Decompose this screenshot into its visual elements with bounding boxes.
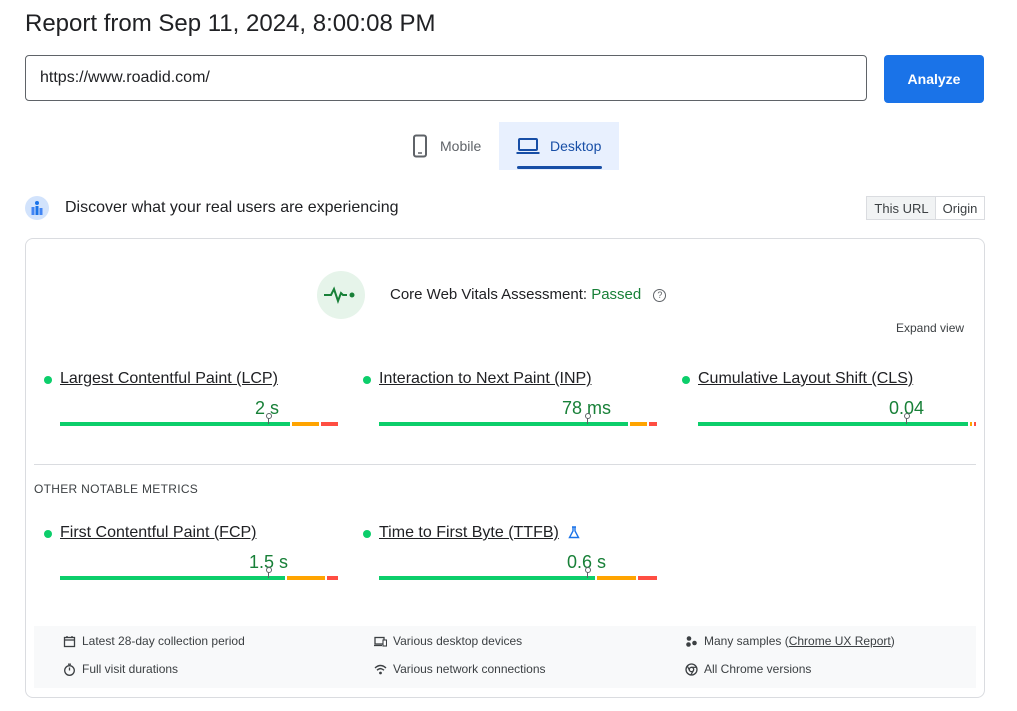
metric-name-link[interactable]: Interaction to Next Paint (INP) (379, 370, 592, 387)
crux-card (25, 238, 985, 698)
distribution-bar (379, 567, 657, 580)
metric-value: 0.04 (889, 398, 925, 418)
wifi-icon (374, 664, 387, 674)
metric-value: 2 s (255, 398, 280, 418)
footer-network: Various network connections (374, 662, 546, 676)
status-dot (44, 530, 52, 538)
percentile-marker (584, 567, 591, 578)
metric-value: 0.6 s (567, 552, 607, 572)
other-metrics-heading: OTHER NOTABLE METRICS (34, 482, 199, 496)
segment-needs-improvement (969, 422, 973, 426)
cwv-assessment-label: Core Web Vitals Assessment: (390, 286, 588, 303)
expand-view-button[interactable]: Expand view (896, 321, 965, 335)
tab-label: Desktop (550, 138, 602, 154)
segment-needs-improvement (630, 422, 647, 426)
footer-text: All Chrome versions (704, 662, 812, 676)
metric-name-text: Time to First Byte (TTFB) (379, 524, 559, 541)
metric-cls: Cumulative Layout Shift (CLS) 0.04 (682, 370, 976, 440)
scope-this-url-button[interactable]: This URL (866, 196, 936, 220)
percentile-marker (265, 413, 272, 424)
metric-ttfb: Time to First Byte (TTFB) 0.6 s (363, 524, 657, 594)
phone-icon (413, 134, 427, 158)
metric-name-link[interactable]: Cumulative Layout Shift (CLS) (698, 370, 914, 387)
status-dot (363, 530, 371, 538)
crux-heading: Discover what your real users are experi… (65, 199, 399, 216)
crux-footer (34, 626, 976, 688)
tab-label: Mobile (440, 138, 482, 154)
segment-poor (648, 422, 657, 426)
distribution-bar (379, 413, 657, 426)
metric-inp: Interaction to Next Paint (INP) 78 ms (363, 370, 657, 440)
metric-name-link[interactable]: Largest Contentful Paint (LCP) (60, 370, 278, 387)
url-input[interactable] (25, 55, 867, 101)
samples-icon (686, 635, 697, 647)
distribution-bar (60, 413, 338, 426)
distribution-bar (60, 567, 338, 580)
distribution-bar (698, 413, 976, 426)
percentile-marker (265, 567, 272, 578)
help-icon[interactable]: ? (653, 289, 667, 302)
page-title: Report from Sep 11, 2024, 8:00:08 PM (25, 10, 436, 37)
segment-good (60, 422, 290, 426)
segment-needs-improvement (286, 576, 326, 580)
footer-text: Many samples ( (704, 634, 789, 648)
footer-text: Various desktop devices (393, 634, 523, 648)
chrome-icon (685, 662, 698, 676)
segment-good (379, 422, 629, 426)
scope-origin-button[interactable]: Origin (935, 196, 985, 220)
footer-text: Various network connections (393, 662, 546, 676)
devices-icon (374, 636, 387, 647)
footer-text: Latest 28-day collection period (82, 634, 245, 648)
segment-good (698, 422, 968, 426)
tab-selected-indicator (517, 166, 602, 169)
metric-fcp: First Contentful Paint (FCP) 1.5 s (44, 524, 338, 594)
metric-name-link[interactable]: Time to First Byte (TTFB) (379, 524, 559, 542)
segment-poor (974, 422, 976, 426)
segment-needs-improvement (291, 422, 320, 426)
status-dot (44, 376, 52, 384)
footer-collection-period: Latest 28-day collection period (63, 634, 245, 648)
metric-value: 78 ms (562, 398, 612, 418)
cwv-assessment: Core Web Vitals Assessment: Passed ? (390, 286, 667, 303)
segment-good (379, 576, 596, 580)
footer-text: Full visit durations (82, 662, 179, 676)
timer-icon (64, 663, 75, 676)
status-dot (363, 376, 371, 384)
metric-name-link[interactable]: First Contentful Paint (FCP) (60, 524, 257, 541)
segment-good (60, 576, 285, 580)
metric-lcp: Largest Contentful Paint (LCP) 2 s (44, 370, 338, 440)
flask-icon (568, 526, 580, 539)
percentile-marker (584, 413, 591, 424)
segment-poor (327, 576, 338, 580)
footer-devices: Various desktop devices (374, 634, 522, 648)
cwv-pulse-icon (317, 271, 365, 319)
chrome-ux-report-link[interactable]: Chrome UX Report (788, 634, 891, 648)
calendar-icon (63, 635, 76, 647)
footer-samples: Many samples (Chrome UX Report) (685, 634, 895, 648)
status-dot (682, 376, 690, 384)
footer-samples-text: Many samples (Chrome UX Report) (704, 634, 895, 648)
segment-poor (637, 576, 657, 580)
cwv-assessment-status: Passed (591, 286, 642, 303)
footer-text: ) (890, 634, 895, 648)
metric-value: 1.5 s (249, 552, 289, 572)
laptop-icon (516, 138, 540, 154)
analyze-button[interactable]: Analyze (884, 55, 984, 103)
divider (34, 464, 976, 465)
footer-durations: Full visit durations (63, 662, 178, 676)
segment-needs-improvement (597, 576, 636, 580)
footer-chrome-versions: All Chrome versions (685, 662, 811, 676)
tab-desktop[interactable]: Desktop (499, 122, 619, 170)
segment-poor (321, 422, 338, 426)
crux-users-icon (25, 196, 49, 220)
percentile-marker (903, 413, 910, 424)
tab-mobile[interactable]: Mobile (400, 122, 498, 170)
